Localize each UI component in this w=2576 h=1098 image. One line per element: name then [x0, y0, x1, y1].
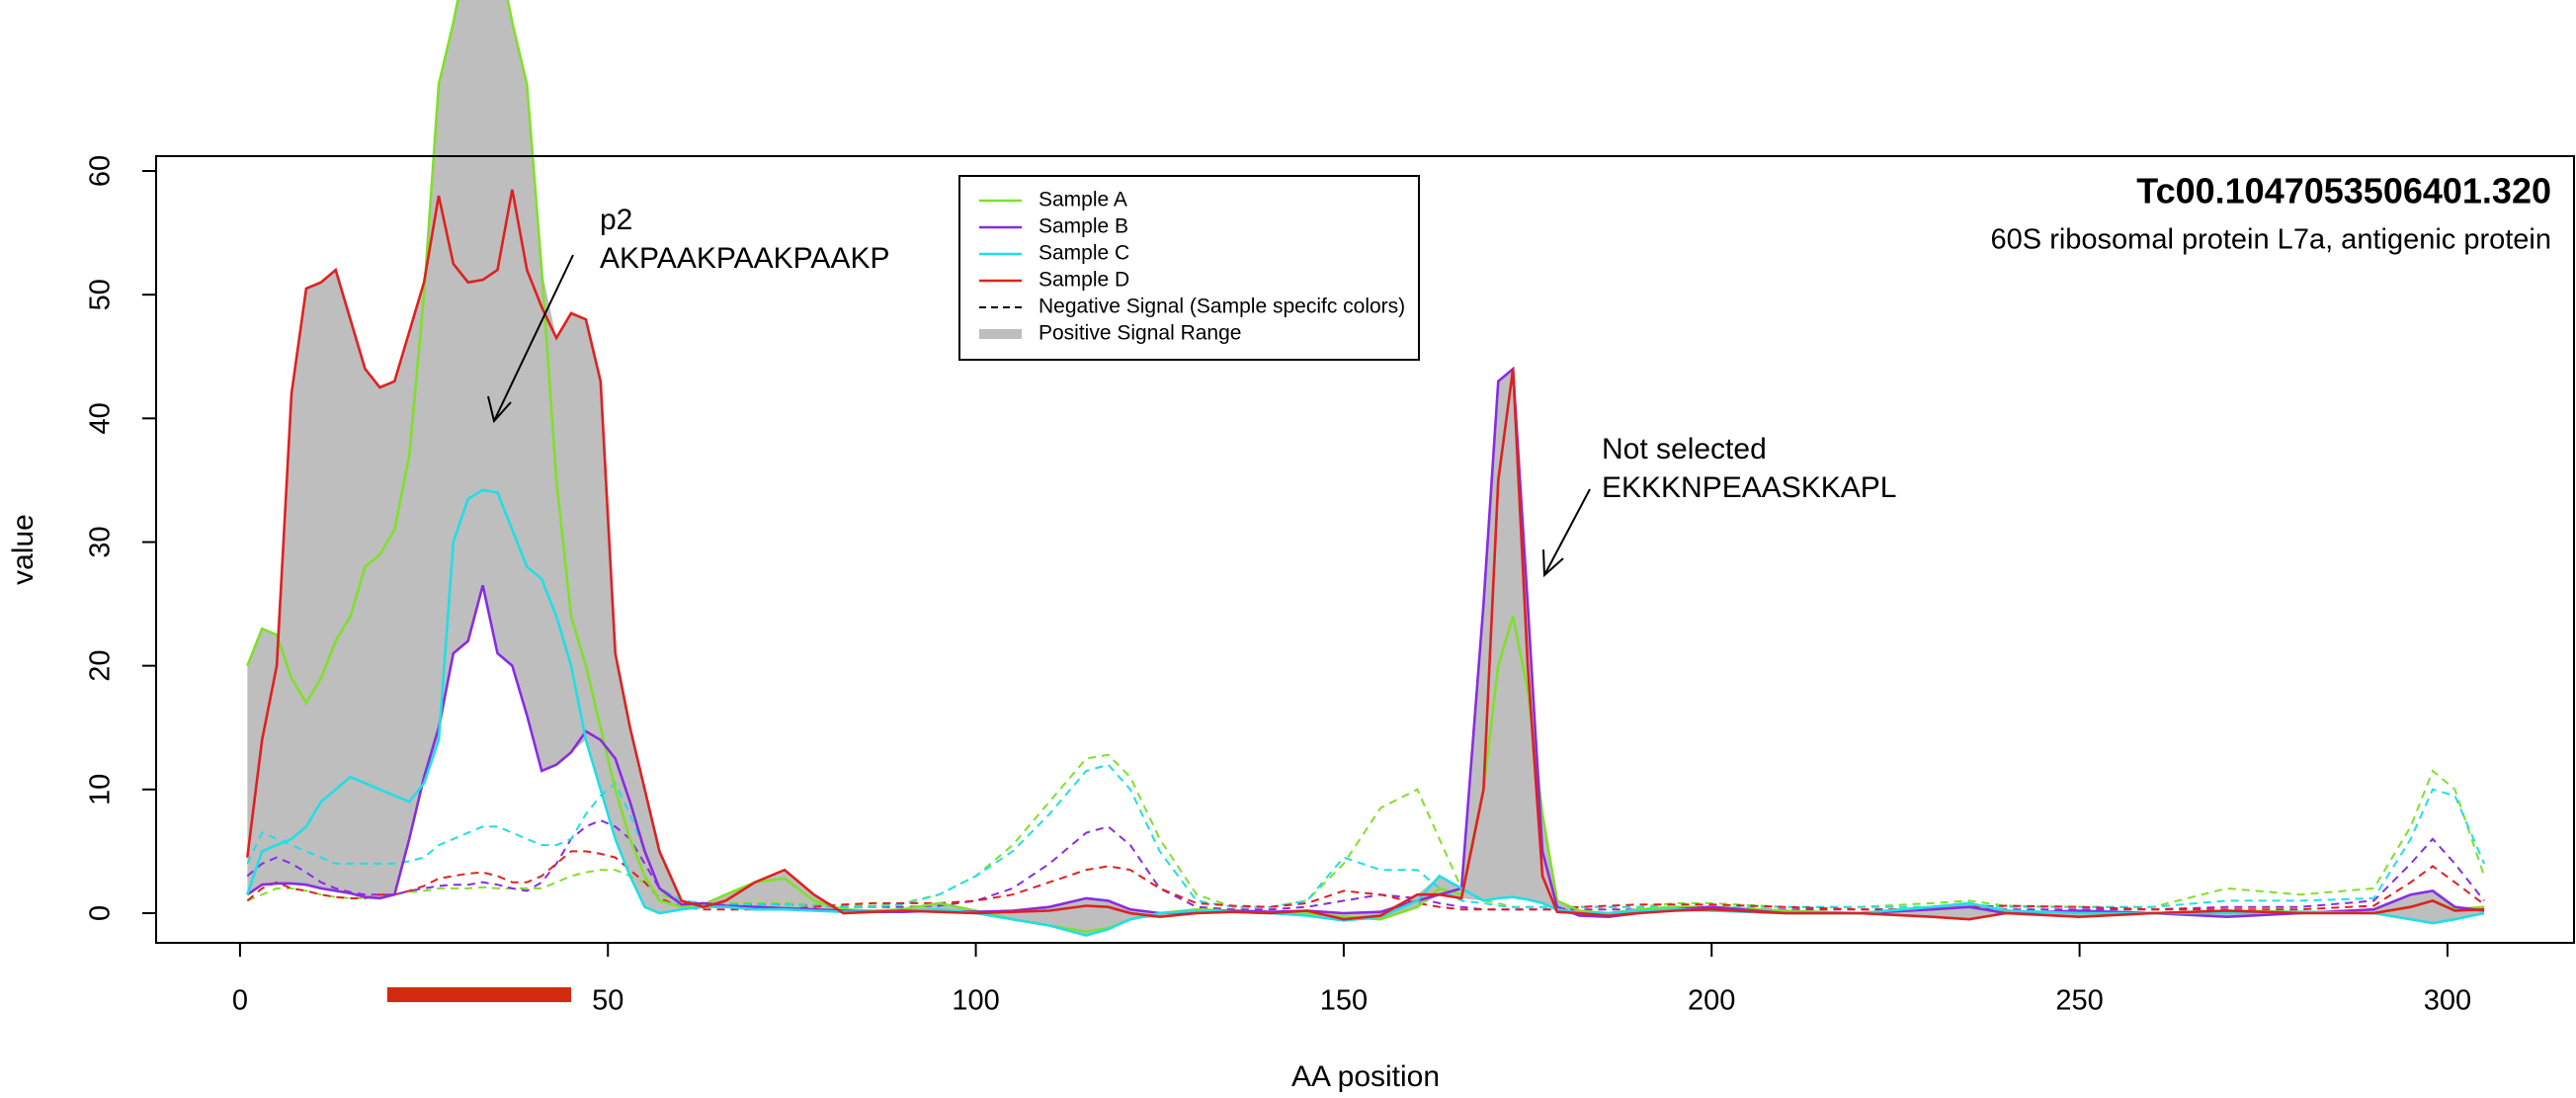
- x-axis-label: AA position: [1291, 1060, 1440, 1093]
- y-tick-label: 30: [85, 526, 117, 557]
- annotation: AKPAAKPAAKPAAKP: [600, 242, 889, 275]
- x-tick-label: 150: [1320, 985, 1368, 1017]
- x-tick-label: 300: [2424, 985, 2471, 1017]
- plot-layer: [246, 0, 2486, 937]
- legend-label: Sample C: [1039, 242, 1129, 265]
- annotation: p2: [600, 204, 632, 236]
- legend-label: Sample D: [1039, 269, 1129, 292]
- series-line: [246, 189, 2485, 921]
- negative-line: [246, 753, 2486, 908]
- x-tick-label: 50: [592, 985, 623, 1017]
- legend-box: [958, 175, 1420, 361]
- arrow: [1543, 488, 1591, 576]
- y-tick-label: 50: [85, 279, 117, 310]
- annotation: Not selected: [1602, 433, 1767, 465]
- x-tick-label: 0: [232, 985, 248, 1017]
- arrow-head: [487, 395, 512, 424]
- annotation-arrows: [487, 254, 1591, 578]
- negative-line: [246, 763, 2486, 908]
- y-tick-label: 20: [85, 650, 117, 682]
- y-tick-label: 10: [85, 774, 117, 805]
- chart-subtitle: 60S ribosomal protein L7a, antigenic pro…: [1991, 224, 2551, 256]
- x-tick-label: 200: [1688, 985, 1735, 1017]
- y-tick-label: 0: [85, 905, 117, 921]
- negative-line: [246, 819, 2485, 911]
- legend-label: Sample A: [1039, 189, 1127, 211]
- negative-line: [246, 850, 2485, 911]
- y-tick-label: 60: [85, 155, 117, 187]
- highlight-region: [386, 987, 571, 1002]
- x-tick-label: 250: [2055, 985, 2103, 1017]
- annotation: EKKKNPEAASKKAPL: [1602, 471, 1896, 504]
- y-tick-label: 40: [85, 402, 117, 434]
- plot-frame: [155, 155, 2575, 944]
- legend-label: Positive Signal Range: [1039, 322, 1241, 345]
- arrow: [493, 254, 574, 422]
- legend-label: Negative Signal (Sample specifc colors): [1039, 296, 1405, 318]
- y-axis-label: value: [7, 514, 40, 585]
- positive-range: [247, 0, 2485, 936]
- legend-label: Sample B: [1039, 215, 1128, 238]
- x-tick-label: 100: [952, 985, 999, 1017]
- arrow-head: [1542, 549, 1564, 578]
- chart-title: Tc00.1047053506401.320: [2136, 171, 2551, 211]
